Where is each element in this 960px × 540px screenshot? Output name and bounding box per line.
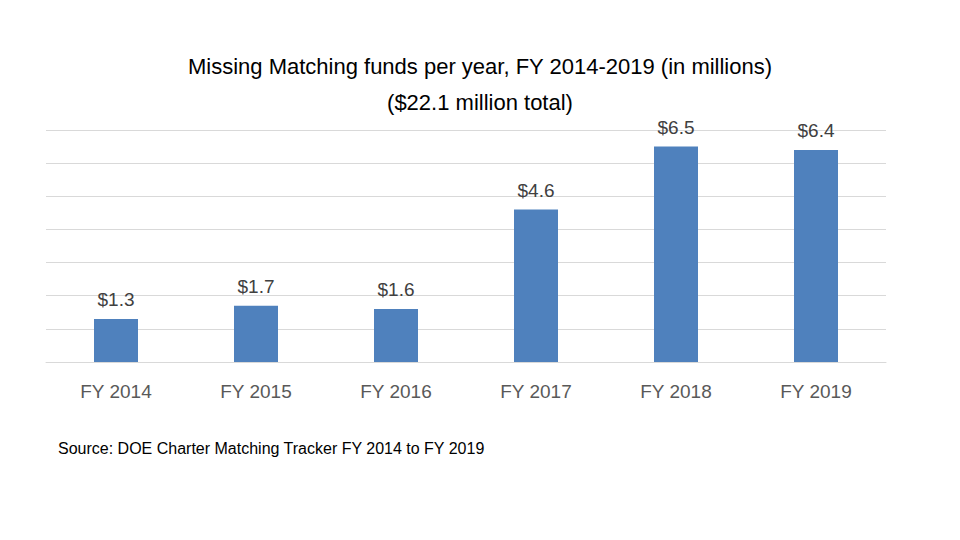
svg-text:($22.1 million total): ($22.1 million total): [387, 90, 573, 115]
svg-text:FY 2017: FY 2017: [500, 381, 571, 402]
svg-text:Missing Matching funds per yea: Missing Matching funds per year, FY 2014…: [188, 54, 772, 79]
svg-text:$4.6: $4.6: [518, 180, 555, 201]
svg-text:FY 2018: FY 2018: [640, 381, 711, 402]
svg-text:$6.4: $6.4: [798, 120, 835, 141]
svg-text:FY 2016: FY 2016: [360, 381, 431, 402]
svg-text:Source: DOE Charter Matching T: Source: DOE Charter Matching Tracker FY …: [58, 440, 484, 457]
svg-text:FY 2019: FY 2019: [780, 381, 851, 402]
svg-text:FY 2014: FY 2014: [80, 381, 152, 402]
svg-text:$1.6: $1.6: [378, 279, 415, 300]
svg-text:$1.3: $1.3: [98, 289, 135, 310]
svg-text:FY 2015: FY 2015: [220, 381, 291, 402]
svg-text:$1.7: $1.7: [238, 276, 275, 297]
svg-text:$6.5: $6.5: [658, 117, 695, 138]
